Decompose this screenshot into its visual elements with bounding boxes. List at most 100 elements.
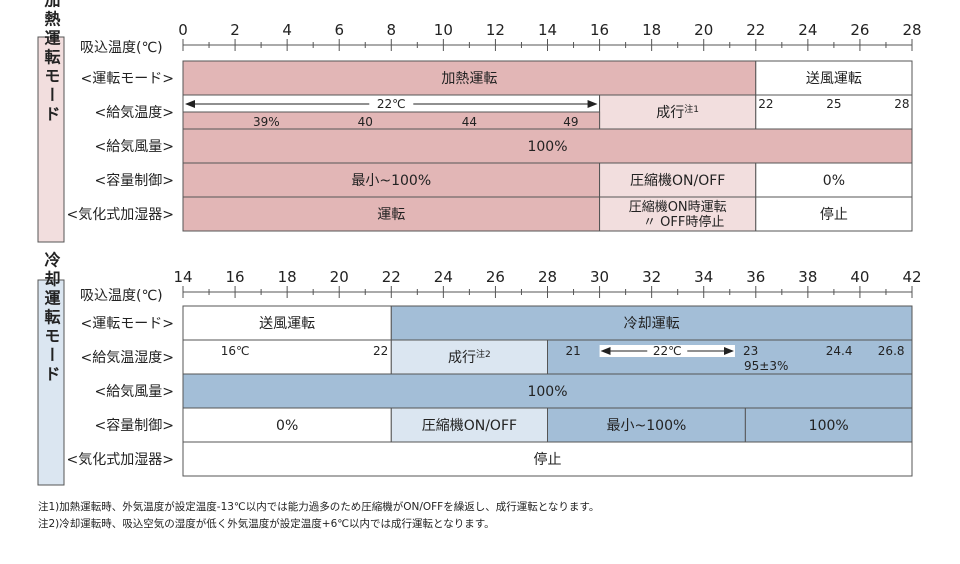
segment-text: 100% [527, 139, 567, 155]
cooling-temperature-axis: 14 16 18 20 22 24 26 28 30 32 34 36 38 40 42 [173, 268, 922, 298]
axis-tick-label: 40 [850, 268, 869, 286]
axis-tick-label: 22 [382, 268, 401, 286]
axis-tick-label: 18 [278, 268, 297, 286]
axis-tick-label: 8 [387, 21, 397, 39]
segment-text: 圧縮機ON時運転 [629, 199, 727, 215]
row-label: <給気温湿度> [81, 350, 174, 366]
segment-text: 冷却運転 [624, 316, 680, 332]
row-label: <容量制御> [95, 172, 174, 189]
mode-segment [755, 196, 913, 232]
fan-supply-temperature-start: 16℃ [221, 344, 250, 358]
segment-text: 送風運転 [259, 316, 315, 332]
axis-tick-label: 28 [902, 21, 921, 39]
cooling-rows: <運転モード> 送風運転 冷却運転<給気温湿度> 成行注2<給気風量> 100%<容量制… [67, 305, 913, 477]
axis-tick-label: 10 [434, 21, 453, 39]
axis-tick-label: 38 [798, 268, 817, 286]
mode-segment [599, 196, 757, 232]
segment-text: 100% [527, 384, 567, 400]
heating-rows: <運転モード> 加熱運転 送風運転<給気温度> 成行注1<給気風量> 100%<容量制御… [67, 60, 913, 232]
axis-tick-label: 4 [282, 21, 292, 39]
cooling-supply-temperature-details: 16℃ 22 21 22℃ 23 24.4 26.8 95±3% [221, 344, 905, 373]
segment-note-ref: 注1 [684, 103, 699, 115]
axis-tick-label: 22 [746, 21, 765, 39]
axis-tick-label: 26 [486, 268, 505, 286]
humidity-value: 40 [358, 115, 373, 129]
mode-segment [182, 305, 392, 341]
axis-tick-label: 12 [486, 21, 505, 39]
mode-segment [744, 407, 913, 443]
row-label: <給気温度> [95, 105, 174, 121]
heating-axis-label: 吸込温度(℃) [80, 40, 163, 56]
segment-text: 0% [276, 418, 298, 434]
cooling-supply-temperature-start: 21 [566, 344, 581, 358]
mode-segment [390, 407, 548, 443]
row-label: <容量制御> [95, 417, 174, 434]
cooling-section: 冷却運転モード 吸込温度(℃) 14 16 18 20 22 24 26 28 30 32 34 36… [37, 251, 922, 486]
axis-tick-label: 2 [230, 21, 240, 39]
axis-tick-label: 36 [746, 268, 765, 286]
axis-tick-label: 24 [434, 268, 453, 286]
cooling-axis-label: 吸込温度(℃) [80, 288, 163, 304]
mode-segment [182, 441, 913, 477]
axis-tick-label: 14 [538, 21, 557, 39]
mode-segment [182, 196, 601, 232]
fan-supply-temperature-value: 28 [894, 97, 909, 111]
axis-tick-label: 34 [694, 268, 713, 286]
mode-segment [182, 373, 913, 409]
segment-text: 圧縮機ON/OFF [422, 418, 517, 434]
segment-text: 0% [823, 173, 845, 189]
row-label: <給気風量> [95, 139, 174, 155]
humidity-value: 49 [563, 115, 578, 129]
axis-tick-label: 16 [590, 21, 609, 39]
mode-segment [599, 162, 757, 198]
heating-side-panel [37, 36, 65, 243]
segment-text: 加熱運転 [441, 71, 497, 87]
segment-text: 停止 [534, 451, 562, 468]
heating-temperature-axis: 0 2 4 6 8 10 12 14 16 18 20 22 24 26 28 [178, 21, 922, 51]
axis-tick-label: 14 [173, 268, 192, 286]
axis-tick-label: 24 [798, 21, 817, 39]
humidity-value: 44 [462, 115, 477, 129]
mode-segment [755, 94, 913, 130]
segment-text: 運転 [377, 207, 405, 223]
axis-tick-label: 18 [642, 21, 661, 39]
axis-tick-label: 30 [590, 268, 609, 286]
cooling-side-title: 冷却運転モード [42, 251, 61, 385]
fan-supply-temperature-value: 25 [826, 97, 841, 111]
note-1: 注1)加熱運転時、外気温度が設定温度-13℃以内では能力過多のため圧縮機がON/… [38, 500, 599, 513]
segment-text: 送風運転 [806, 71, 862, 87]
axis-tick-label: 20 [330, 268, 349, 286]
arrow-band [599, 345, 735, 357]
heating-supply-temperature-details: 22℃ 39% 40 44 49 22 25 28 [182, 97, 910, 130]
heating-section: 加熱運転モード 吸込温度(℃) 0 2 4 6 8 10 12 14 16 18 20 22 24 26 2… [37, 0, 922, 243]
axis-tick-label: 32 [642, 268, 661, 286]
heating-side-title: 加熱運転モード [42, 0, 62, 125]
axis-tick-label: 6 [334, 21, 344, 39]
mode-segment [390, 339, 548, 375]
cooling-supply-temperature-value: 23 [743, 344, 758, 358]
segment-text: 100% [809, 418, 849, 434]
row-label: <給気風量> [95, 384, 174, 400]
row-label: <運転モード> [81, 71, 174, 87]
mode-segment [182, 339, 392, 375]
mode-segment [755, 60, 913, 96]
cooling-side-panel [37, 279, 65, 486]
axis-tick-label: 16 [226, 268, 245, 286]
segment-note-ref: 注2 [476, 348, 491, 360]
humidity-band [182, 111, 601, 130]
fan-supply-temperature-end: 22 [373, 344, 388, 358]
axis-tick-label: 26 [850, 21, 869, 39]
supply-temperature-label: 22℃ [377, 97, 406, 111]
row-label: <気化式加湿器> [67, 207, 174, 223]
segment-text-line2: 〃 OFF時停止 [643, 214, 724, 230]
axis-tick-label: 28 [538, 268, 557, 286]
axis-tick-label: 20 [694, 21, 713, 39]
axis-tick-label: 42 [902, 268, 921, 286]
fan-supply-temperature-value: 22 [758, 97, 773, 111]
note-2: 注2)冷却運転時、吸込空気の湿度が低く外気温度が設定温度+6℃以内では成行運転と… [38, 517, 495, 530]
mode-segment [390, 305, 913, 341]
mode-segment [755, 162, 913, 198]
supply-humidity-value: 95±3% [744, 359, 788, 373]
humidity-value: 39% [253, 115, 280, 129]
